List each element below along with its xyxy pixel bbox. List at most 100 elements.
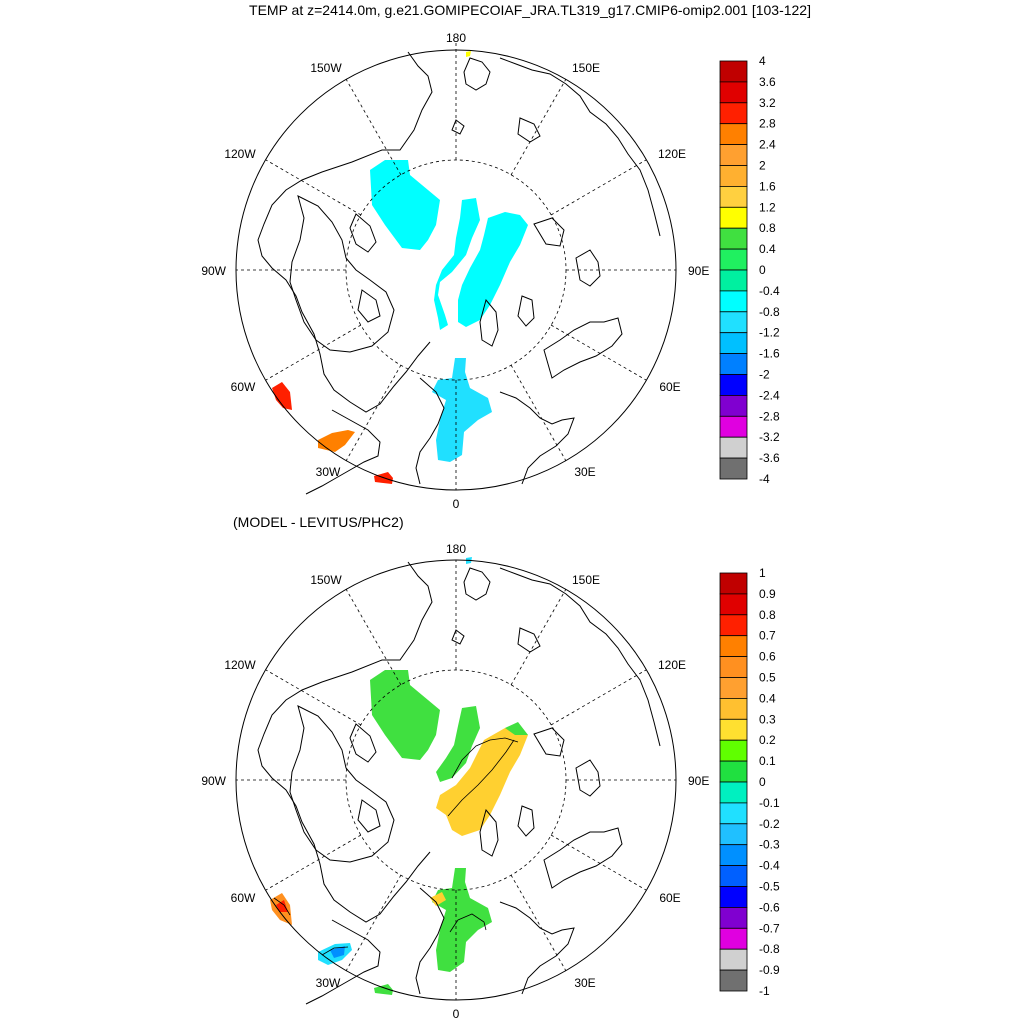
colorbar-tick-label: 0.9 <box>759 587 776 601</box>
colorbar-tick-label: -1 <box>759 984 770 998</box>
colorbar-tick-label: -1.6 <box>759 347 780 361</box>
top-lon-label-120w: 120W <box>224 147 256 161</box>
top-lon-label-60w: 60W <box>231 380 256 394</box>
top-lon-label-180: 180 <box>446 31 466 45</box>
colorbar-tick-label: -0.2 <box>759 817 780 831</box>
colorbar-swatch <box>719 802 748 825</box>
colorbar-tick-label: 3.6 <box>759 75 776 89</box>
colorbar-tick-label: 0 <box>759 775 766 789</box>
colorbar-tick-label: 1 <box>759 566 766 580</box>
bottom-lon-label-90e: 90E <box>688 774 709 788</box>
colorbar-tick-label: -0.5 <box>759 880 780 894</box>
colorbar-tick-label: 0.4 <box>759 691 776 705</box>
colorbar-tick-label: -0.6 <box>759 900 780 914</box>
top-lon-label-60e: 60E <box>659 380 680 394</box>
top-lon-label-90e: 90E <box>688 264 709 278</box>
bottom-coastlines <box>257 561 661 1005</box>
colorbar-swatch <box>719 123 748 145</box>
bottom-lon-label-120w: 120W <box>224 658 256 672</box>
colorbar-tick-label: -0.4 <box>759 859 780 873</box>
colorbar-swatch <box>719 165 748 187</box>
top-fill-lomonosov <box>434 198 480 330</box>
top-fill-eurasian-basin <box>458 212 528 327</box>
top-graticule <box>236 42 676 490</box>
colorbar-swatch <box>719 457 748 480</box>
bottom-fill-irminger-blue <box>330 946 345 958</box>
bottom-fill-eurasian-green-edge <box>505 722 528 735</box>
colorbar-tick-label: -0.8 <box>759 305 780 319</box>
colorbar-tick-label: 0.8 <box>759 608 776 622</box>
colorbar-tick-label: 0.4 <box>759 242 776 256</box>
top-coastlines <box>257 51 661 495</box>
bottom-fill-labrador-red <box>276 900 288 912</box>
colorbar-swatch <box>719 718 748 741</box>
colorbar-swatch <box>719 185 748 208</box>
top-lon-label-90w: 90W <box>201 264 226 278</box>
colorbar-tick-label: 0.7 <box>759 629 776 643</box>
colorbar-tick-label: -0.9 <box>759 963 780 977</box>
colorbar-tick-label: -0.4 <box>759 284 780 298</box>
top-fill-labrador-red <box>272 382 292 410</box>
colorbar-tick-label: 2.4 <box>759 138 776 152</box>
colorbar-swatch <box>719 572 748 595</box>
colorbar-tick-label: 0.3 <box>759 712 776 726</box>
colorbar-tick-label: -0.8 <box>759 942 780 956</box>
colorbar-swatch <box>719 102 748 125</box>
colorbar-swatch <box>719 760 748 783</box>
colorbar-tick-label: 3.2 <box>759 96 776 110</box>
colorbar-tick-label: -3.2 <box>759 430 780 444</box>
colorbar-swatch <box>719 311 748 334</box>
colorbar-swatch <box>719 374 748 396</box>
colorbar-swatch <box>719 677 748 699</box>
bottom-lon-label-60w: 60W <box>231 891 256 905</box>
bottom-colorbar: 1 0.9 0.8 0.7 0.6 0.5 0.4 0.3 0.2 0.1 0 -0.1 -0.2 -0.… <box>719 566 780 998</box>
colorbar-swatch <box>719 635 748 658</box>
panel2-subtitle: (MODEL - LEVITUS/PHC2) <box>233 514 404 530</box>
colorbar-swatch <box>719 781 748 804</box>
colorbar-tick-label: -0.1 <box>759 796 780 810</box>
colorbar-swatch <box>719 415 748 438</box>
colorbar-tick-label: -0.7 <box>759 921 780 935</box>
colorbar-swatch <box>719 698 748 720</box>
colorbar-swatch <box>719 865 748 887</box>
colorbar-tick-label: 0.1 <box>759 754 776 768</box>
colorbar-swatch <box>719 844 748 867</box>
bottom-map: 180 0 90W 90E 150W 120W 150E 120E 60W 30… <box>201 542 709 1021</box>
bottom-map-boundary <box>235 559 677 1001</box>
bottom-fill-fram-strait <box>432 868 492 972</box>
colorbar-swatch <box>719 927 748 950</box>
colorbar-swatch <box>719 948 748 971</box>
colorbar-tick-label: 2 <box>759 159 766 173</box>
colorbar-swatch <box>719 248 748 271</box>
colorbar-tick-label: -1.2 <box>759 326 780 340</box>
top-lon-label-150w: 150W <box>310 61 342 75</box>
colorbar-swatch <box>719 227 748 250</box>
top-lon-label-30e: 30E <box>574 465 595 479</box>
top-lon-label-0: 0 <box>453 497 460 511</box>
colorbar-swatch <box>719 886 748 908</box>
bottom-lon-label-120e: 120E <box>658 658 686 672</box>
colorbar-tick-label: 1.2 <box>759 200 776 214</box>
bottom-fill-lomonosov <box>436 706 480 782</box>
bottom-contour-lines <box>273 737 519 956</box>
bottom-lon-label-150e: 150E <box>572 573 600 587</box>
top-map-boundary <box>235 49 677 491</box>
colorbar-swatch <box>719 907 748 929</box>
bottom-lon-label-150w: 150W <box>310 573 342 587</box>
bottom-lon-label-180: 180 <box>446 542 466 556</box>
colorbar-swatch <box>719 614 748 637</box>
colorbar-tick-label: -4 <box>759 472 770 486</box>
colorbar-tick-label: 0.6 <box>759 650 776 664</box>
colorbar-swatch <box>719 332 748 355</box>
bottom-lon-label-30e: 30E <box>574 976 595 990</box>
top-fill-fram-strait <box>432 358 492 462</box>
top-fill-irminger-orange <box>318 430 355 452</box>
colorbar-tick-label: 4 <box>759 54 766 68</box>
colorbar-swatch <box>719 144 748 166</box>
bottom-fill-atlantic-green <box>374 984 393 995</box>
bottom-lon-label-90w: 90W <box>201 774 226 788</box>
colorbar-tick-label: 2.8 <box>759 117 776 131</box>
colorbar-tick-label: -2 <box>759 368 770 382</box>
top-fill-canada-basin <box>370 160 440 250</box>
colorbar-tick-label: -2.8 <box>759 409 780 423</box>
